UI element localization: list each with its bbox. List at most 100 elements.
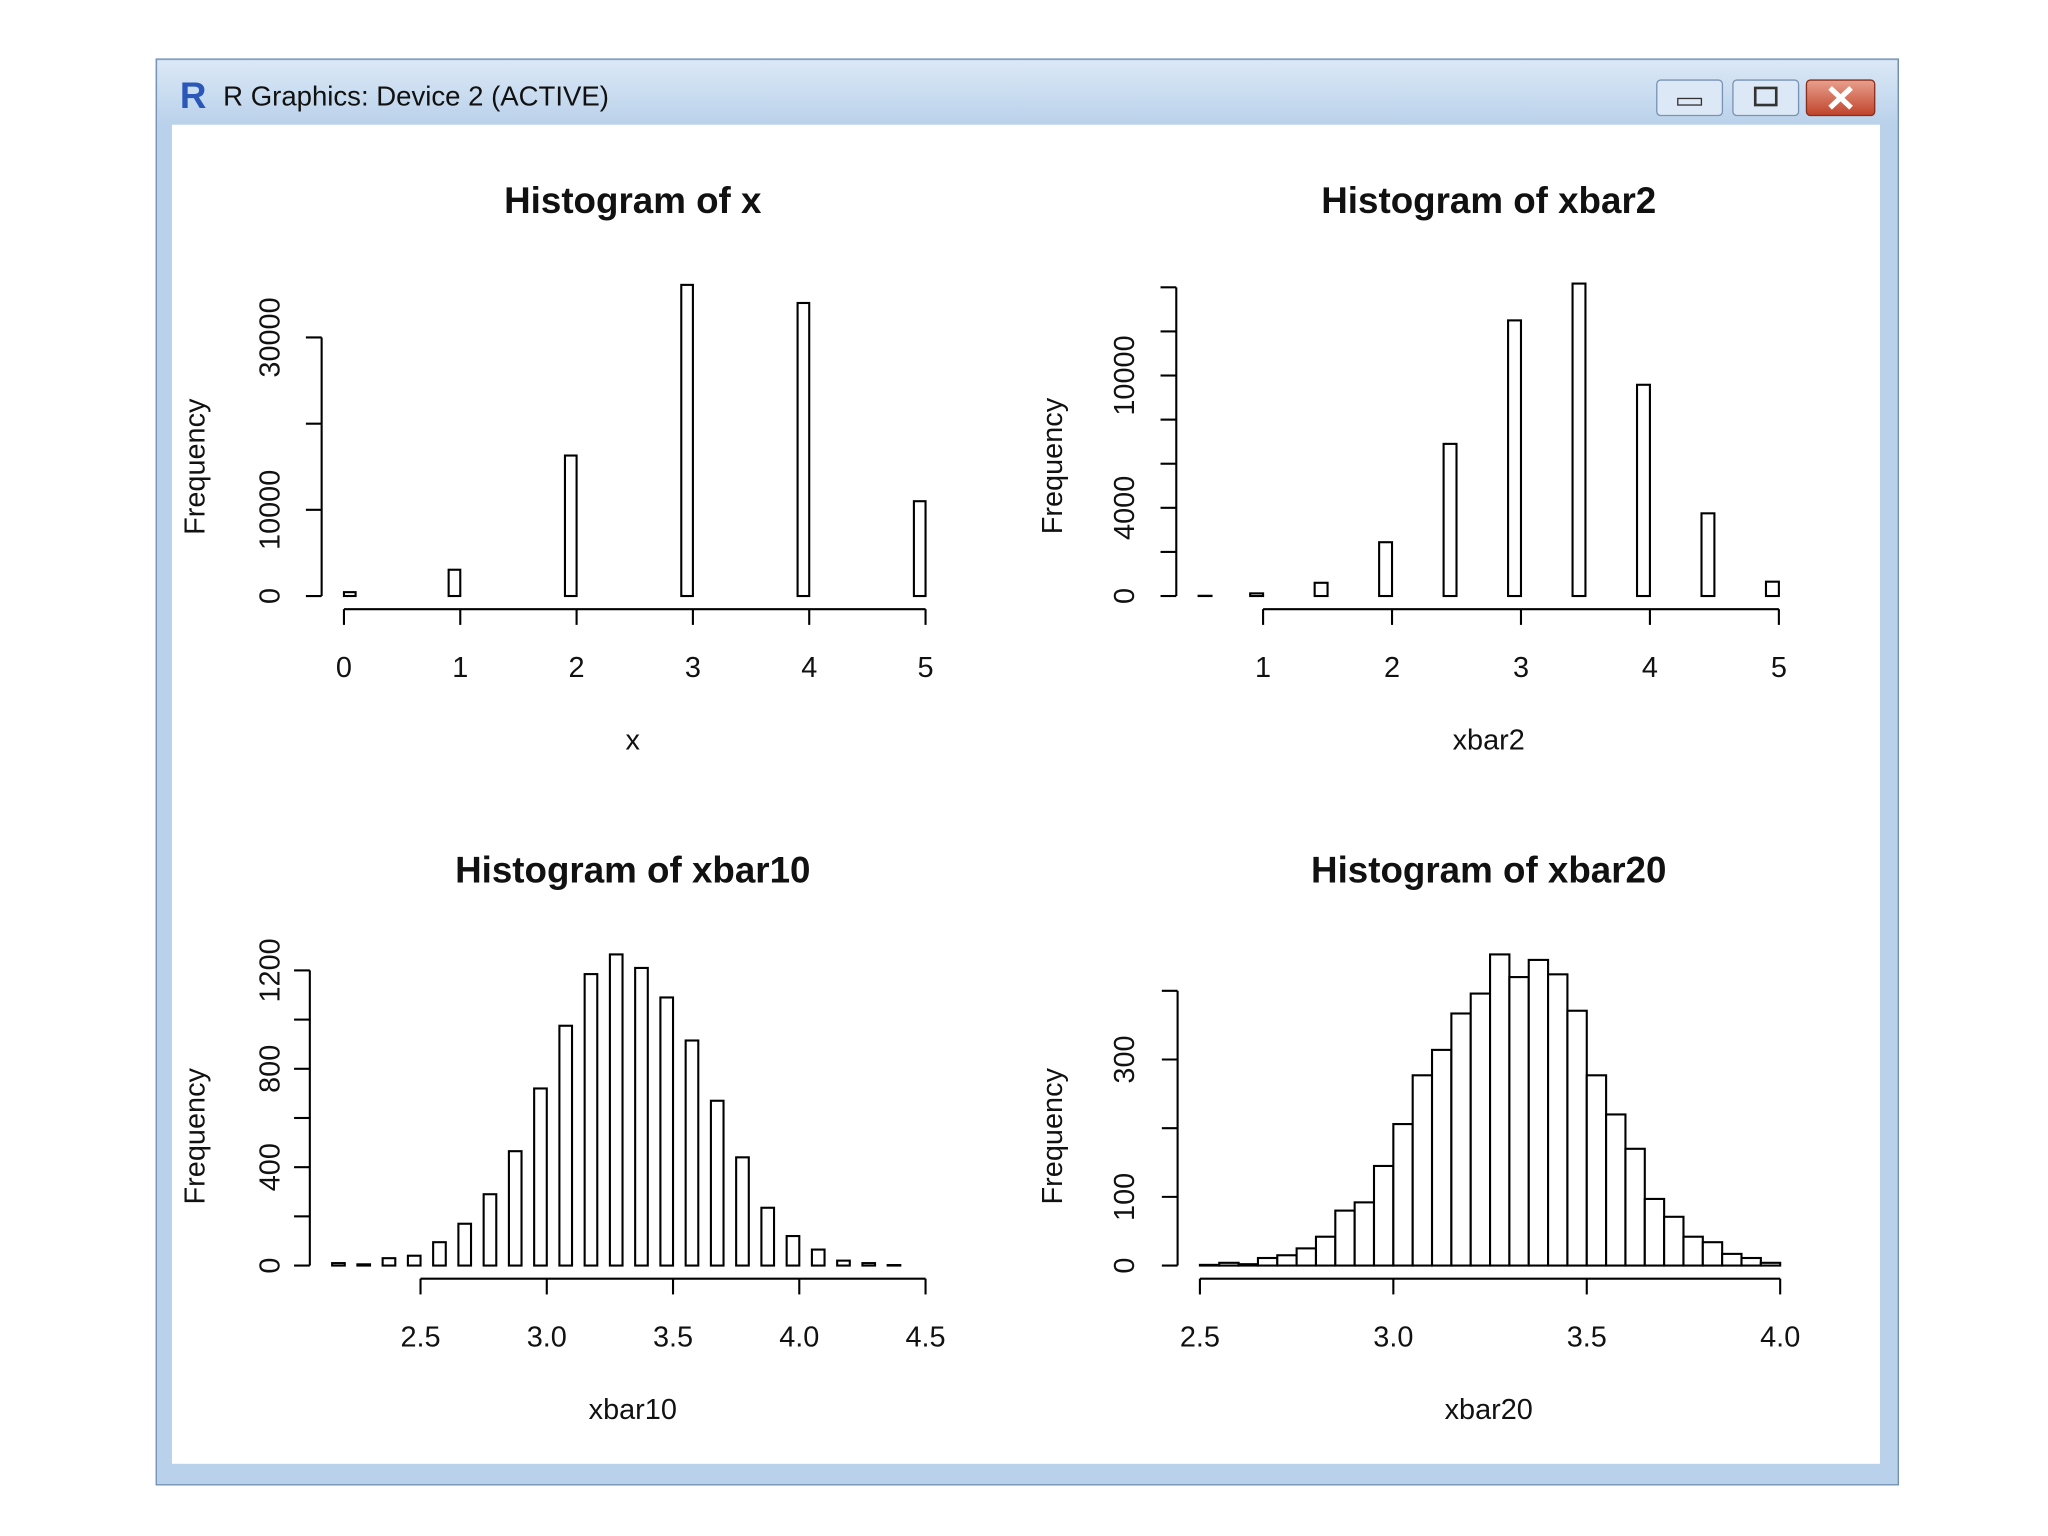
bar [810, 1248, 826, 1267]
bar [735, 1156, 750, 1267]
bar [432, 1241, 447, 1267]
bar [381, 1257, 397, 1267]
bar [1527, 958, 1550, 1267]
x-tick-label: 4.0 [1760, 1322, 1800, 1354]
bar [1566, 1009, 1588, 1267]
bar [1721, 1252, 1743, 1267]
x-tick-label: 4.0 [779, 1322, 819, 1354]
y-tick-label: 0 [1109, 1258, 1141, 1274]
bar [912, 500, 927, 598]
bar [1547, 973, 1569, 1267]
y-tick-label: 10000 [254, 470, 286, 550]
bar [634, 966, 649, 1267]
bar [533, 1087, 548, 1267]
y-axis-label: Frequency [180, 398, 212, 535]
bar [680, 283, 694, 598]
maximize-icon [1753, 86, 1778, 107]
y-tick-label: 1200 [254, 938, 286, 1002]
bar [1314, 1235, 1337, 1267]
bar [1353, 1201, 1376, 1267]
r-icon: R [180, 75, 207, 116]
x-tick-label: 4 [801, 652, 817, 684]
close-icon [1828, 86, 1853, 110]
bar [1740, 1256, 1762, 1267]
bar [406, 1254, 422, 1267]
bar [659, 996, 675, 1267]
x-tick-label: 3 [1513, 652, 1529, 684]
x-axis-label: xbar20 [1445, 1394, 1533, 1426]
bar [709, 1099, 725, 1267]
bar [1682, 1235, 1704, 1267]
maximize-button[interactable] [1732, 79, 1800, 117]
x-tick-label: 3.0 [527, 1322, 567, 1354]
bar [1218, 1261, 1240, 1267]
bar [356, 1263, 372, 1267]
y-tick-label: 800 [254, 1045, 286, 1093]
chart-title: Histogram of xbar2 [1321, 180, 1656, 221]
bar [684, 1039, 700, 1267]
bar [1442, 442, 1458, 598]
y-axis-label: Frequency [180, 1067, 212, 1204]
x-tick-label: 3 [685, 652, 701, 684]
bar [1276, 1254, 1298, 1267]
y-tick-label: 100 [1109, 1173, 1141, 1221]
bar [836, 1259, 851, 1267]
x-tick-label: 3.5 [1567, 1322, 1607, 1354]
bar [342, 591, 357, 598]
bar [583, 973, 599, 1267]
y-axis-label: Frequency [1037, 397, 1069, 534]
y-tick-label: 0 [1109, 588, 1141, 604]
x-tick-label: 2 [1384, 652, 1400, 684]
x-tick-label: 1 [1255, 652, 1271, 684]
bar [1701, 1241, 1724, 1267]
bar [1764, 580, 1780, 598]
x-tick-label: 1 [452, 652, 468, 684]
bar [1508, 976, 1530, 1267]
y-axis-label: Frequency [1037, 1067, 1069, 1204]
x-tick-label: 0 [336, 652, 352, 684]
bar [457, 1222, 473, 1267]
bar [1198, 1263, 1221, 1267]
bar [785, 1234, 801, 1267]
title-bar [157, 60, 1898, 127]
x-tick-label: 4 [1642, 652, 1658, 684]
bar [1635, 383, 1651, 598]
y-tick-label: 0 [254, 1258, 286, 1274]
bar [1378, 541, 1394, 598]
bar [608, 953, 624, 1267]
x-tick-label: 4.5 [905, 1322, 945, 1354]
x-tick-label: 2.5 [1180, 1322, 1220, 1354]
bar [1585, 1074, 1608, 1267]
bar [1663, 1215, 1685, 1267]
bar [1411, 1074, 1434, 1267]
bar [861, 1262, 877, 1267]
chart-title: Histogram of x [504, 180, 762, 221]
bar [1507, 319, 1523, 598]
chart-title: Histogram of xbar10 [455, 850, 810, 891]
y-tick-label: 10000 [1109, 335, 1141, 415]
y-tick-label: 0 [254, 588, 286, 604]
chart-title: Histogram of xbar20 [1311, 850, 1666, 891]
window-title: R Graphics: Device 2 (ACTIVE) [223, 81, 609, 112]
bar [1295, 1247, 1318, 1267]
x-axis-label: xbar2 [1453, 724, 1525, 756]
bar [1571, 282, 1587, 598]
x-tick-label: 3.5 [653, 1322, 693, 1354]
bar [507, 1150, 523, 1267]
x-tick-label: 2 [569, 652, 585, 684]
bar [1372, 1164, 1395, 1267]
bar [1313, 581, 1329, 598]
minimize-icon [1677, 97, 1703, 106]
x-axis-label: xbar10 [589, 1394, 677, 1426]
bar [1759, 1261, 1782, 1267]
bar [1249, 592, 1265, 598]
bar [760, 1206, 776, 1267]
x-axis-label: x [626, 724, 641, 756]
bar [1256, 1256, 1279, 1267]
bar [482, 1193, 498, 1267]
bar [1237, 1263, 1259, 1267]
y-tick-label: 300 [1109, 1035, 1141, 1083]
x-tick-label: 2.5 [400, 1322, 440, 1354]
bar [331, 1262, 346, 1267]
